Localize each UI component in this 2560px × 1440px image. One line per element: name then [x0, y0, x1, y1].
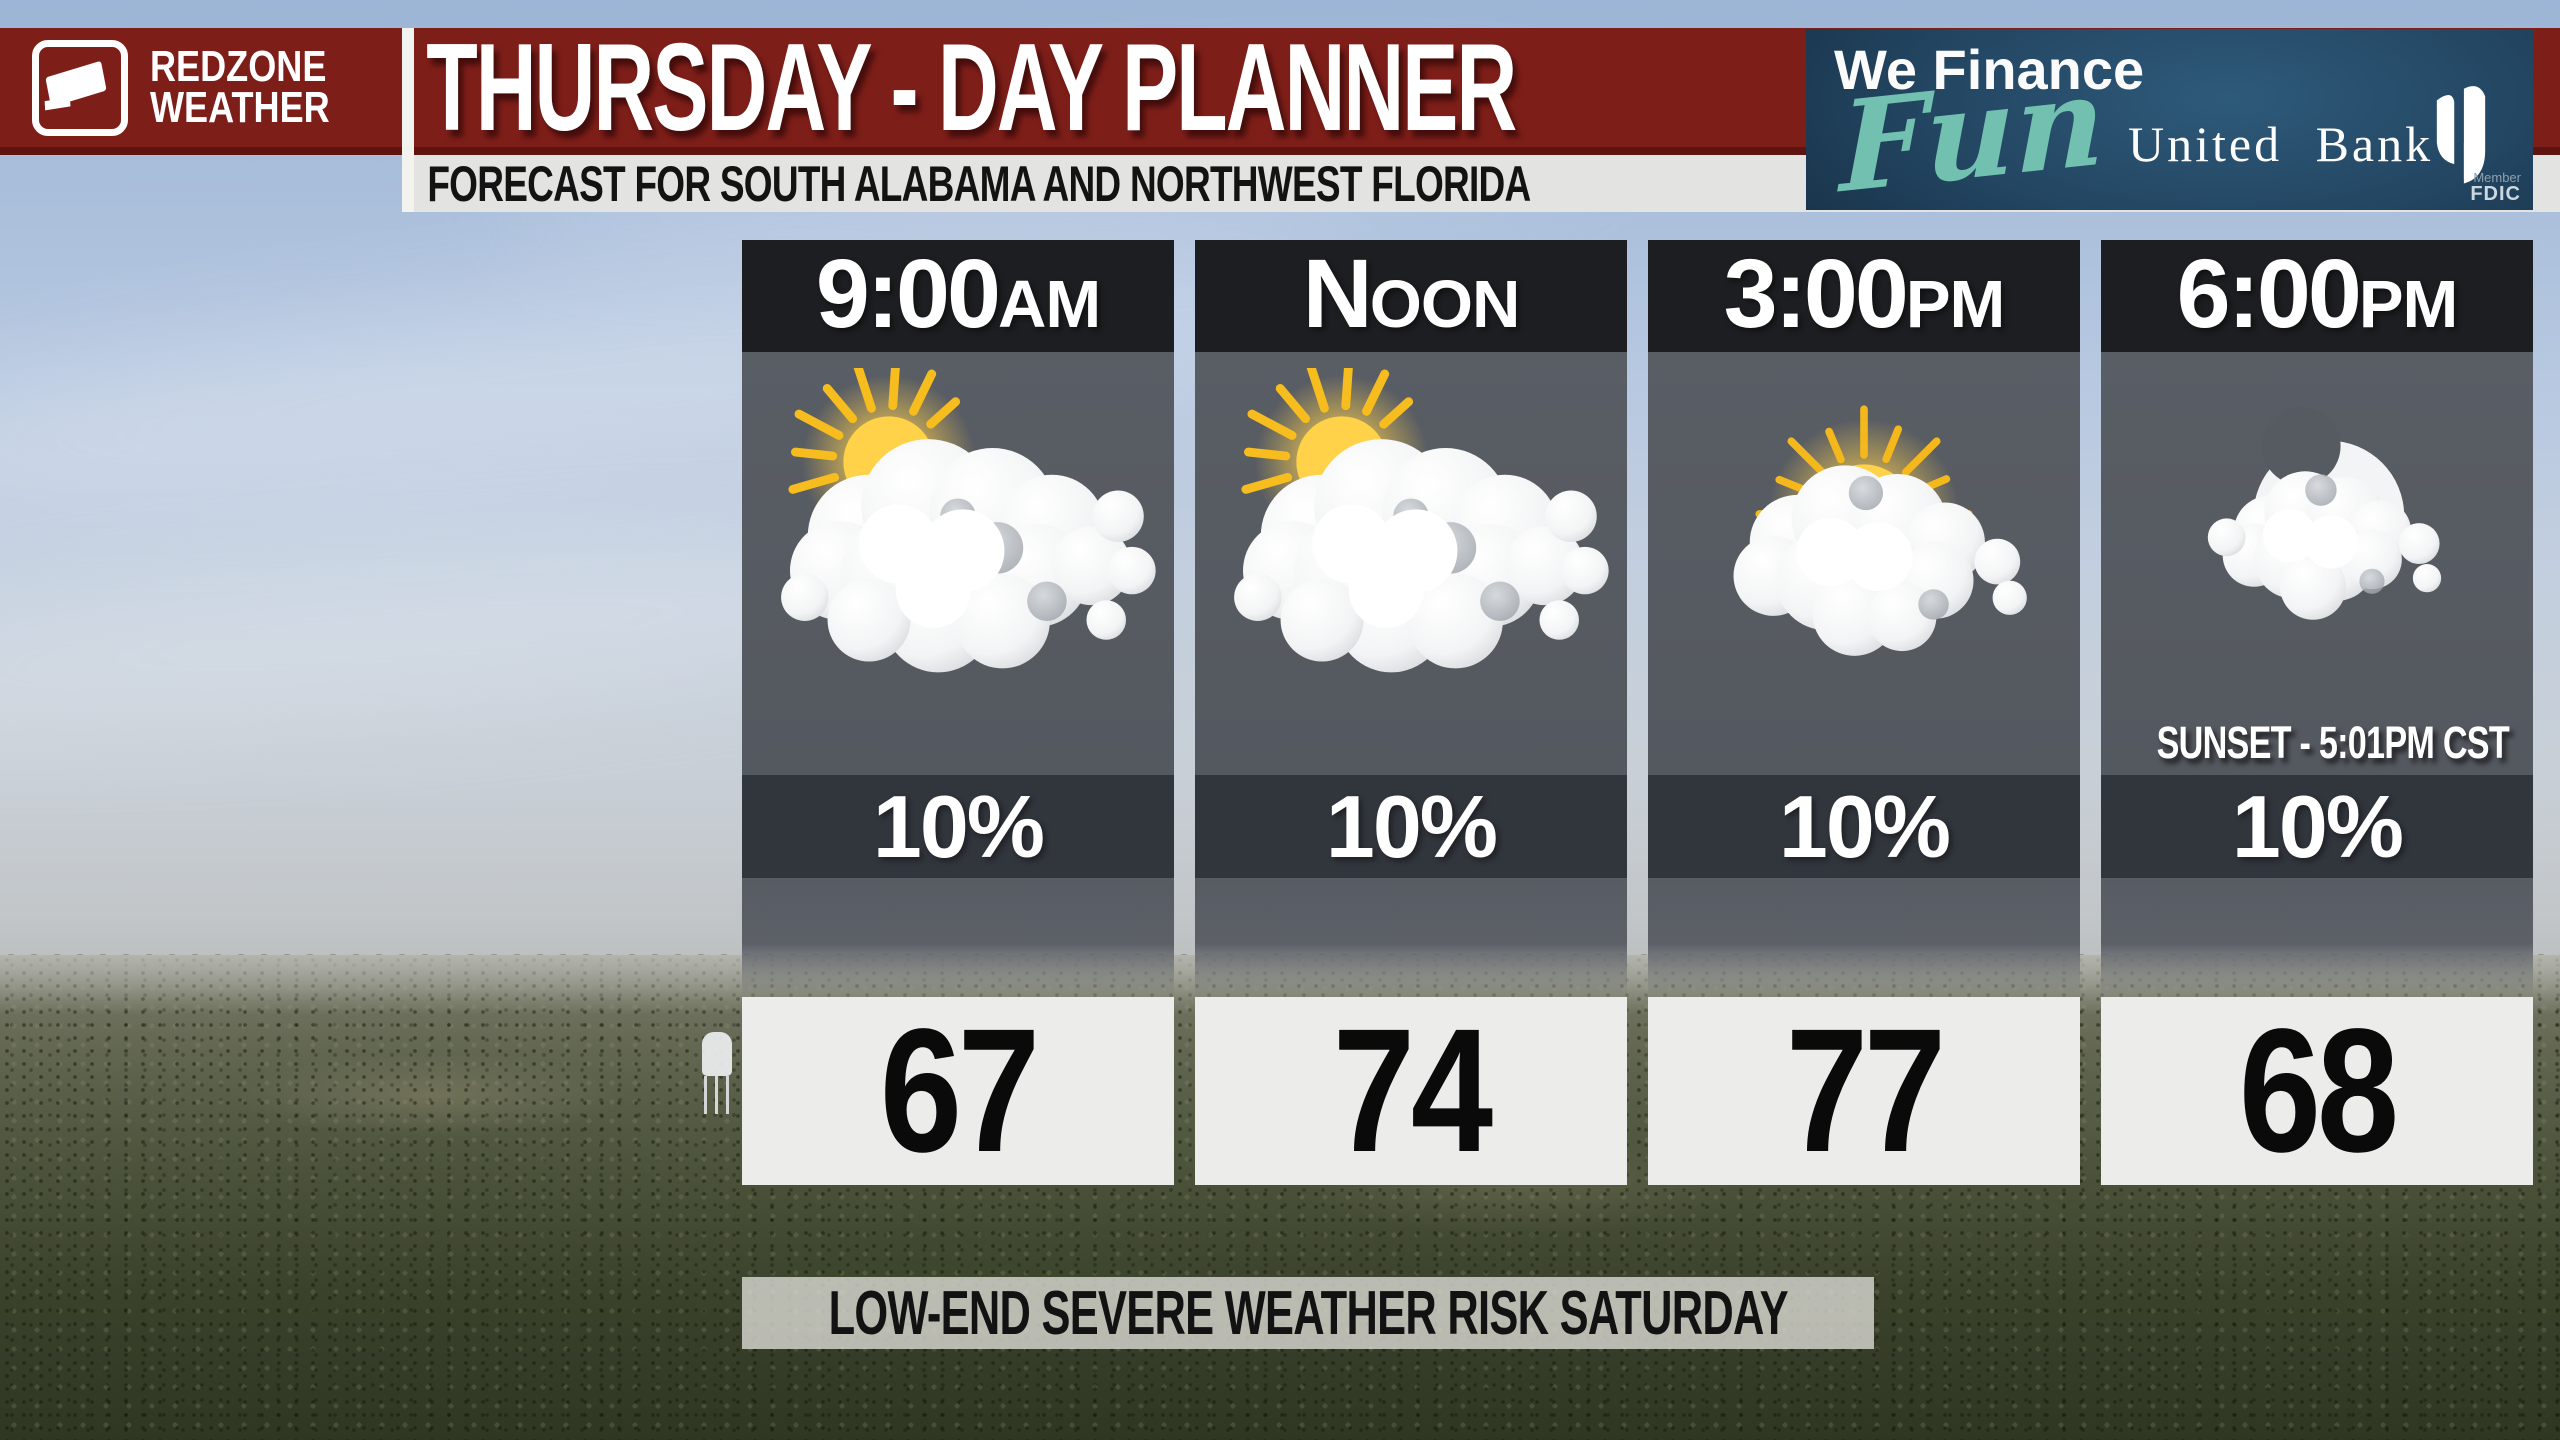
panel-fade: [742, 878, 1174, 997]
sun-behind-clouds-icon: [1203, 368, 1619, 704]
forecast-column-6pm: 6:00PM SUNSET - 5:01PM CST 10% 68: [2101, 240, 2533, 1189]
sunset-time-label: SUNSET - 5:01PM CST: [2156, 717, 2510, 768]
precip-chance: 10%: [2101, 775, 2533, 878]
page-title: THURSDAY - DAY PLANNER: [426, 18, 1517, 157]
time-header: 6:00PM: [2101, 240, 2533, 352]
header-divider: [402, 28, 414, 212]
weather-icon-area: [1648, 352, 2080, 775]
sunburst-clouds-icon: [1664, 368, 2064, 698]
fdic-label: Member FDIC: [2470, 170, 2521, 205]
temperature-box: 68: [2101, 993, 2533, 1189]
alert-banner: LOW-END SEVERE WEATHER RISK SATURDAY: [742, 1277, 1874, 1349]
sun-behind-clouds-icon: [750, 368, 1166, 704]
sponsor-tagline-script: Fun: [1840, 47, 2105, 222]
page-subtitle: FORECAST FOR SOUTH ALABAMA AND NORTHWEST…: [427, 155, 1531, 212]
panel-fade: [2101, 878, 2533, 997]
moon-behind-clouds-icon: [2152, 380, 2482, 660]
panel-fade: [1648, 878, 2080, 997]
precip-chance: 10%: [742, 775, 1174, 878]
weather-icon-area: [742, 352, 1174, 775]
forecast-column-9am: 9:00AM 10% 67: [742, 240, 1174, 1189]
redzone-flag-icon: [32, 39, 128, 136]
time-header: NOON: [1195, 240, 1627, 352]
time-header: 3:00PM: [1648, 240, 2080, 352]
weather-icon-area: SUNSET - 5:01PM CST: [2101, 352, 2533, 775]
panel-fade: [1195, 878, 1627, 997]
water-tower: [700, 1032, 734, 1116]
precip-chance: 10%: [1648, 775, 2080, 878]
temperature-box: 67: [742, 993, 1174, 1189]
united-bank-logo-icon: [2436, 86, 2486, 184]
sponsor-brand-name: United Bank: [2128, 116, 2434, 172]
alert-text: LOW-END SEVERE WEATHER RISK SATURDAY: [828, 1278, 1788, 1348]
temperature-box: 77: [1648, 993, 2080, 1189]
temperature-box: 74: [1195, 993, 1627, 1189]
station-logo-text: REDZONE WEATHER: [150, 41, 330, 132]
time-header: 9:00AM: [742, 240, 1174, 352]
sponsor-banner: We Finance Fun United Bank Member FDIC: [1806, 29, 2533, 222]
weather-icon-area: [1195, 352, 1627, 775]
forecast-column-3pm: 3:00PM 10% 77: [1648, 240, 2080, 1189]
sponsor-tagline: We Finance: [1834, 38, 2145, 101]
station-logo: REDZONE WEATHER: [0, 28, 402, 155]
precip-chance: 10%: [1195, 775, 1627, 878]
forecast-column-noon: NOON 10% 74: [1195, 240, 1627, 1189]
